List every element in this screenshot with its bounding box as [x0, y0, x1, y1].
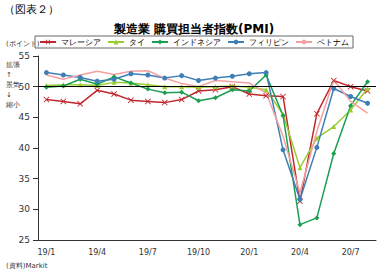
svg-text:50: 50: [19, 82, 31, 92]
svg-text:（図表２）: （図表２）: [4, 3, 59, 16]
svg-text:19/4: 19/4: [88, 248, 106, 257]
svg-text:55: 55: [19, 51, 30, 61]
svg-text:↓: ↓: [6, 91, 12, 99]
svg-text:ベトナム: ベトナム: [317, 38, 349, 47]
svg-text:(資料)Markit: (資料)Markit: [6, 262, 48, 270]
svg-text:19/7: 19/7: [139, 248, 157, 257]
svg-text:インドネシア: インドネシア: [173, 38, 221, 47]
svg-text:40: 40: [19, 143, 31, 153]
svg-text:30: 30: [19, 204, 31, 214]
svg-text:35: 35: [19, 174, 30, 184]
svg-text:(ポイント): (ポイント): [6, 39, 40, 48]
svg-text:製造業 購買担当者指数(PMI): 製造業 購買担当者指数(PMI): [113, 22, 274, 36]
svg-text:25: 25: [19, 235, 30, 245]
svg-text:19/10: 19/10: [187, 248, 210, 257]
svg-text:タイ: タイ: [129, 38, 145, 47]
svg-text:20/7: 20/7: [342, 248, 360, 257]
svg-text:拡張: 拡張: [6, 61, 20, 69]
svg-text:↑: ↑: [6, 71, 12, 79]
svg-text:マレーシア: マレーシア: [61, 38, 101, 47]
svg-text:縮小: 縮小: [5, 101, 20, 109]
svg-text:19/1: 19/1: [37, 248, 55, 257]
svg-text:景気: 景気: [6, 81, 20, 89]
svg-text:20/4: 20/4: [291, 248, 309, 257]
svg-text:フィリピン: フィリピン: [249, 38, 289, 47]
svg-text:20/1: 20/1: [240, 248, 258, 257]
svg-text:45: 45: [19, 112, 30, 122]
